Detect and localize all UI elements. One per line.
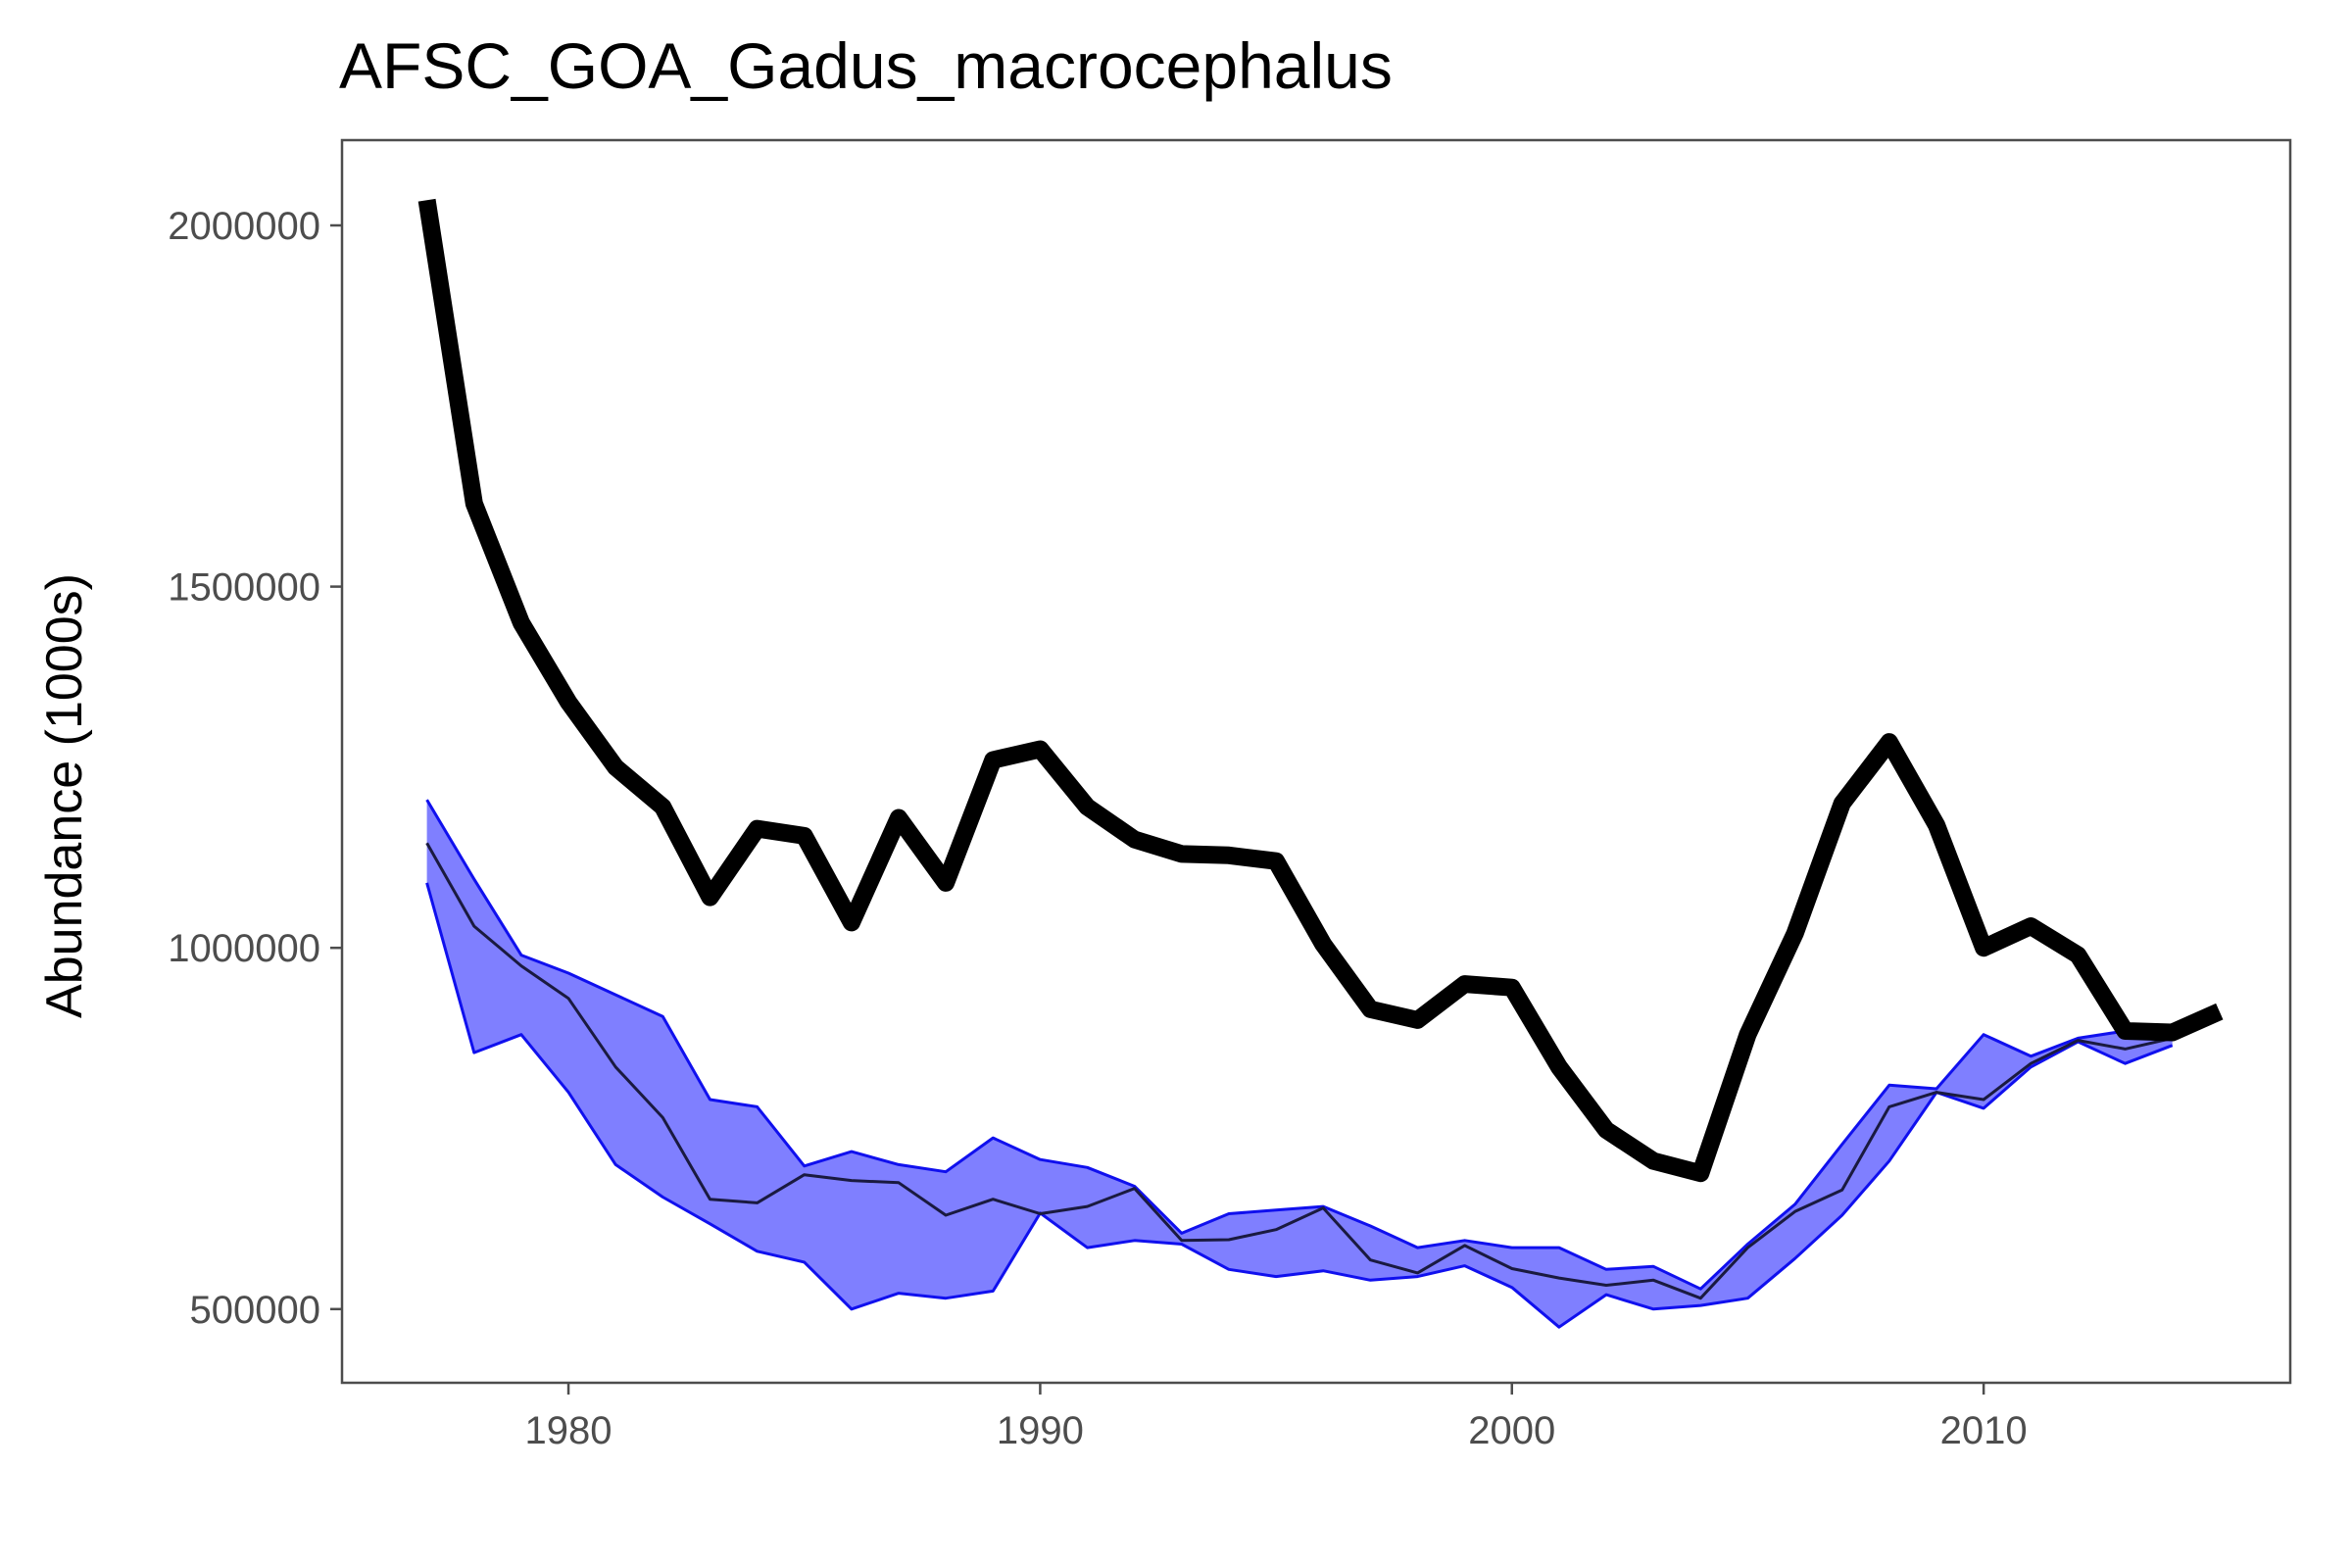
x-tick-label: 2000: [1468, 1409, 1555, 1452]
plot-panel-border: [340, 138, 2292, 1385]
y-tick-label: 1000000: [168, 927, 320, 970]
abundance-line: [417, 198, 2224, 1183]
band-upper-edge: [425, 799, 2173, 1291]
y-axis-label: Abundance (1000s): [36, 573, 93, 1018]
band-lower-edge: [425, 882, 2174, 1329]
x-tick-label: 1980: [525, 1409, 612, 1452]
band-median-line: [425, 842, 2174, 1300]
series-lines: [417, 198, 2224, 1183]
uncertainty-band: [426, 800, 2173, 1328]
y-tick-label: 2000000: [168, 205, 320, 248]
uncertainty-band-group: [425, 799, 2174, 1329]
axis-ticks: 1980 1990 2000 2010 500000 1000000 1500000 2000…: [168, 205, 2027, 1452]
y-tick-label: 1500000: [168, 566, 320, 610]
x-tick-label: 2010: [1940, 1409, 2028, 1452]
x-tick-label: 1990: [997, 1409, 1084, 1452]
chart-title: AFSC_GOA_Gadus_macrocephalus: [339, 29, 1393, 102]
y-tick-label: 500000: [190, 1289, 320, 1332]
